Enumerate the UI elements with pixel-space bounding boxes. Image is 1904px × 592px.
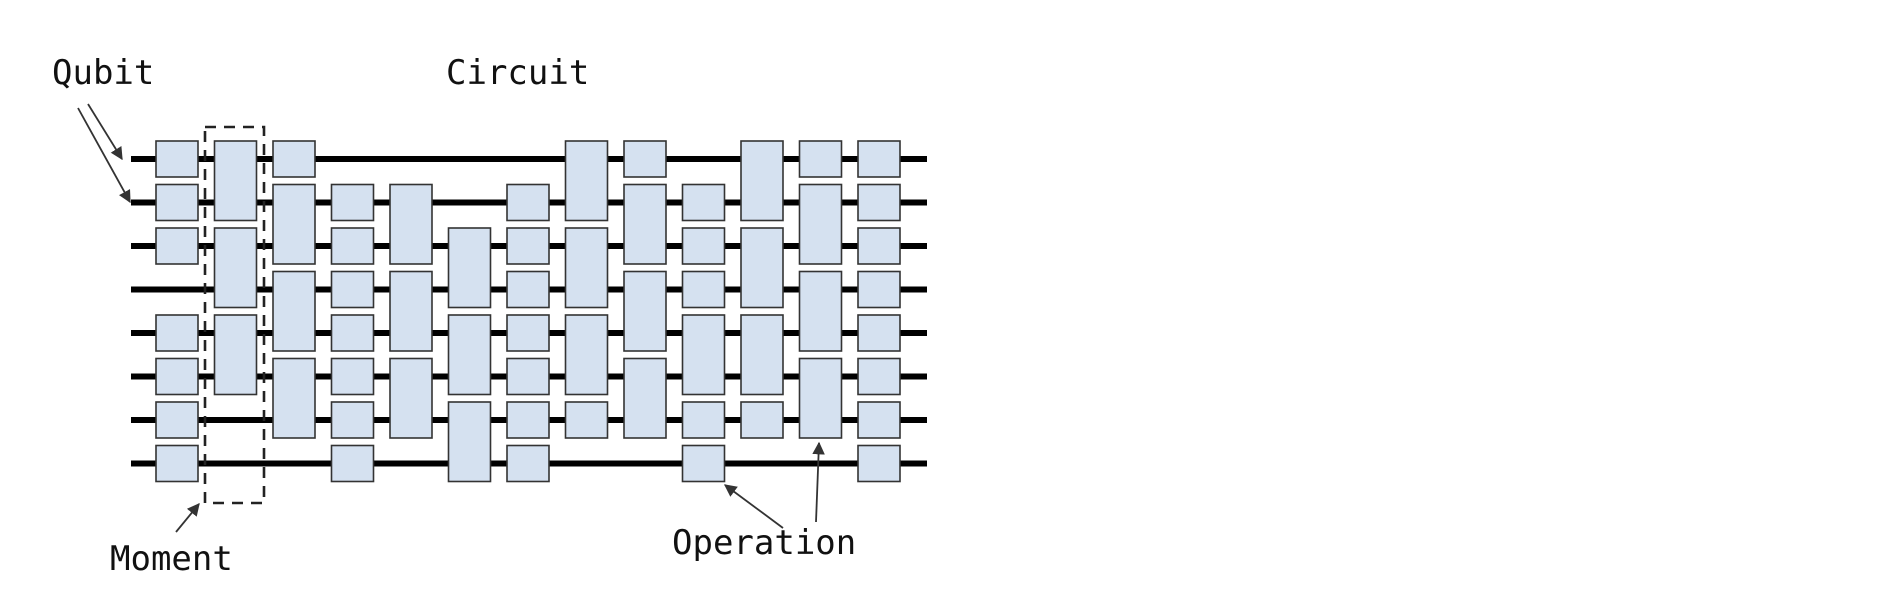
single-qubit-operation: [330, 270, 375, 309]
two-qubit-operation: [798, 270, 843, 352]
qubit-label: Qubit: [52, 53, 154, 93]
single-qubit-operation: [857, 401, 901, 439]
two-qubit-operation: [389, 270, 433, 352]
single-qubit-operation: [857, 270, 901, 309]
single-qubit-operation: [681, 444, 726, 483]
moment-arrow: [175, 503, 200, 533]
two-qubit-operation: [623, 357, 667, 439]
moment-highlight-box: [203, 125, 266, 505]
two-qubit-operation: [740, 140, 784, 222]
two-qubit-operation: [623, 183, 667, 265]
single-qubit-operation: [155, 227, 199, 265]
two-qubit-operation: [389, 357, 433, 439]
single-qubit-operation: [857, 140, 901, 178]
moment-label: Moment: [110, 539, 233, 579]
two-qubit-operation: [798, 183, 843, 265]
single-qubit-operation: [798, 140, 843, 178]
single-qubit-operation: [155, 183, 199, 222]
qubit-arrow-2: [77, 107, 131, 204]
two-qubit-operation: [740, 314, 784, 396]
single-qubit-operation: [681, 183, 726, 222]
single-qubit-operation: [506, 270, 550, 309]
single-qubit-operation: [330, 314, 375, 352]
single-qubit-operation: [330, 183, 375, 222]
two-qubit-operation: [389, 183, 433, 265]
two-qubit-operation: [447, 314, 492, 396]
single-qubit-operation: [857, 183, 901, 222]
single-qubit-operation: [623, 140, 667, 178]
single-qubit-operation: [155, 444, 199, 483]
two-qubit-operation: [564, 314, 609, 396]
two-qubit-operation: [447, 227, 492, 309]
qubit-arrow-1: [87, 103, 123, 161]
single-qubit-operation: [506, 357, 550, 396]
two-qubit-operation: [213, 227, 258, 309]
single-qubit-operation: [330, 401, 375, 439]
two-qubit-operation: [740, 227, 784, 309]
single-qubit-operation: [857, 227, 901, 265]
two-qubit-operation: [798, 357, 843, 439]
single-qubit-operation: [330, 357, 375, 396]
single-qubit-operation: [155, 401, 199, 439]
single-qubit-operation: [506, 444, 550, 483]
single-qubit-operation: [681, 227, 726, 265]
single-qubit-operation: [506, 401, 550, 439]
single-qubit-operation: [857, 357, 901, 396]
two-qubit-operation: [623, 270, 667, 352]
annotation-arrows: [77, 103, 825, 533]
single-qubit-operation: [155, 314, 199, 352]
single-qubit-operation: [506, 314, 550, 352]
two-qubit-operation: [213, 314, 258, 396]
operation-arrow-1: [723, 484, 784, 529]
operation-arrow-2: [812, 441, 825, 523]
two-qubit-operation: [272, 270, 316, 352]
operation-label: Operation: [672, 523, 856, 563]
two-qubit-operation: [213, 140, 258, 222]
single-qubit-operation: [330, 227, 375, 265]
circuit-title: Circuit: [446, 53, 589, 93]
two-qubit-operation: [272, 183, 316, 265]
single-qubit-operation: [681, 270, 726, 309]
two-qubit-operation: [564, 227, 609, 309]
single-qubit-operation: [272, 140, 316, 178]
two-qubit-operation: [447, 401, 492, 483]
two-qubit-operation: [272, 357, 316, 439]
two-qubit-operation: [564, 140, 609, 222]
single-qubit-operation: [857, 444, 901, 483]
two-qubit-operation: [681, 314, 726, 396]
single-qubit-operation: [155, 357, 199, 396]
single-qubit-operation: [506, 227, 550, 265]
single-qubit-operation: [506, 183, 550, 222]
single-qubit-operation: [330, 444, 375, 483]
operations: [155, 140, 901, 483]
single-qubit-operation: [155, 140, 199, 178]
single-qubit-operation: [564, 401, 609, 439]
single-qubit-operation: [857, 314, 901, 352]
single-qubit-operation: [681, 401, 726, 439]
single-qubit-operation: [740, 401, 784, 439]
